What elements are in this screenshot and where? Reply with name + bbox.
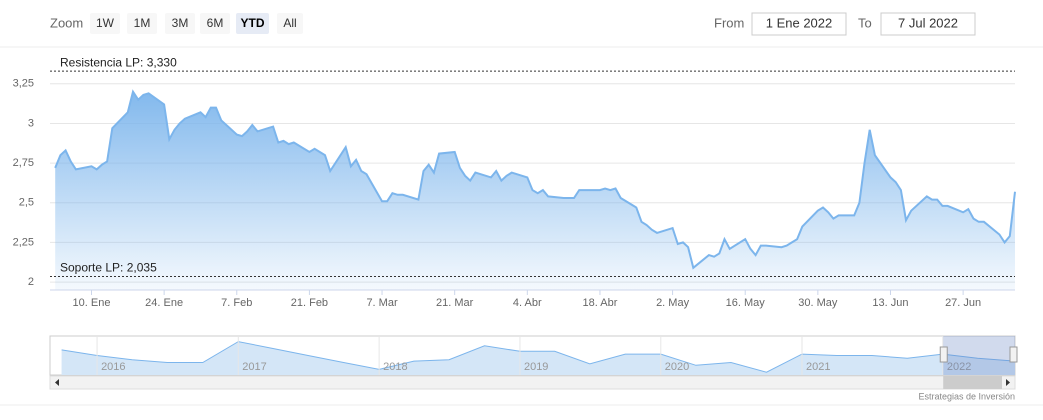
navigator-tick-label: 2016	[101, 361, 125, 373]
button-bg	[200, 13, 230, 34]
x-tick-label: 16. May	[726, 297, 766, 309]
to-value: 7 Jul 2022	[898, 15, 958, 30]
zoom-label: Zoom	[50, 15, 83, 30]
x-tick-label: 7. Feb	[221, 297, 252, 309]
y-tick-label: 2,75	[13, 157, 34, 169]
button-bg	[90, 13, 120, 34]
line	[54, 89, 1016, 270]
zoom-button[interactable]: 1W	[90, 13, 120, 34]
navigator-tick-label: 2021	[806, 361, 830, 373]
plot-line-label: Resistencia LP: 3,330	[60, 55, 177, 69]
x-tick-label: 27. Jun	[945, 297, 981, 309]
y-tick-label: 2,5	[19, 197, 34, 209]
y-tick-label: 3	[28, 117, 34, 129]
x-tick-label: 21. Mar	[436, 297, 474, 309]
button-label: 1W	[96, 16, 115, 30]
button-bg	[277, 13, 303, 34]
from-input[interactable]	[751, 12, 847, 36]
button-label: All	[283, 16, 296, 30]
area	[55, 91, 1015, 290]
navigator-area	[61, 341, 1015, 375]
button-label: 6M	[207, 16, 224, 30]
navigator-handle[interactable]	[1009, 346, 1018, 363]
x-tick-label: 18. Abr	[583, 297, 618, 309]
navigator-line	[61, 341, 1016, 373]
y-tick-label: 2,25	[13, 236, 34, 248]
button-label: 3M	[172, 16, 189, 30]
button-bg	[236, 13, 269, 34]
x-tick-label: 21. Feb	[291, 297, 328, 309]
button-label: 1M	[134, 16, 151, 30]
y-tick-label: 3,25	[13, 78, 34, 90]
zoom-button[interactable]: 3M	[165, 13, 195, 34]
navigator-tick-label: 2018	[383, 361, 407, 373]
x-tick-label: 24. Ene	[145, 297, 183, 309]
zoom-button[interactable]: 1M	[127, 13, 157, 34]
button-bg	[127, 13, 157, 34]
scroll-left[interactable]	[55, 379, 59, 386]
scroll-right[interactable]	[1006, 379, 1010, 386]
x-tick-label: 30. May	[798, 297, 838, 309]
from-label: From	[714, 15, 744, 30]
navigator-handle[interactable]	[939, 346, 948, 363]
zoom-button[interactable]: All	[277, 13, 303, 34]
x-tick-label: 13. Jun	[872, 297, 908, 309]
x-tick-label: 4. Abr	[513, 297, 542, 309]
navigator-tick-label: 2020	[665, 361, 689, 373]
from-value: 1 Ene 2022	[766, 15, 833, 30]
button-bg	[165, 13, 195, 34]
to-input[interactable]	[880, 12, 976, 36]
navigator-tick-label: 2019	[524, 361, 548, 373]
zoom-button[interactable]: YTD	[236, 13, 269, 34]
x-tick-label: 10. Ene	[73, 297, 111, 309]
plot-line-label: Soporte LP: 2,035	[60, 261, 157, 275]
y-tick-label: 2	[28, 276, 34, 288]
scrollbar-track	[49, 375, 1016, 390]
button-label: YTD	[241, 16, 265, 30]
to-label: To	[858, 15, 872, 30]
navigator-window[interactable]	[943, 336, 1015, 375]
x-tick-label: 7. Mar	[366, 297, 398, 309]
navigator-tick-label: 2022	[947, 361, 971, 373]
scrollbar-thumb[interactable]	[943, 376, 1002, 389]
zoom-button[interactable]: 6M	[200, 13, 230, 34]
x-tick-label: 2. May	[656, 297, 690, 309]
credits: Estrategias de Inversión	[918, 391, 1015, 401]
navigator-tick-label: 2017	[242, 361, 266, 373]
